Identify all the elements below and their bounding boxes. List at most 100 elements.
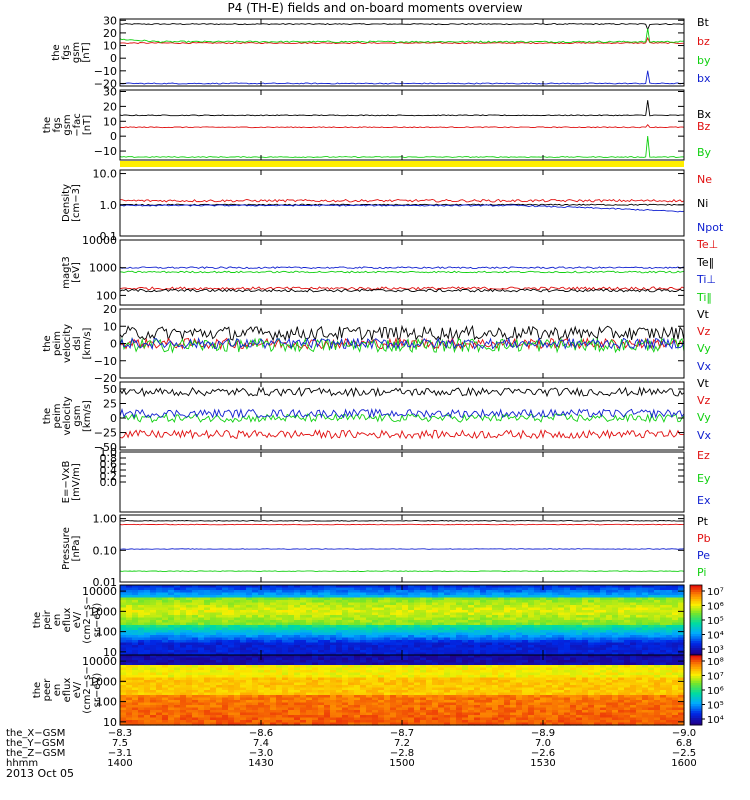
heatmap-cell bbox=[432, 645, 439, 649]
heatmap-cell bbox=[474, 677, 481, 681]
heatmap-cell bbox=[252, 705, 259, 709]
heatmap-cell bbox=[546, 682, 553, 686]
heatmap-cell bbox=[498, 677, 505, 681]
heatmap-cell bbox=[354, 697, 361, 701]
heatmap-cell bbox=[294, 617, 301, 621]
heatmap-cell bbox=[606, 677, 613, 681]
heatmap-cell bbox=[282, 707, 289, 711]
heatmap-cell bbox=[216, 620, 223, 624]
heatmap-cell bbox=[198, 627, 205, 631]
heatmap-cell bbox=[654, 612, 661, 616]
heatmap-cell bbox=[156, 617, 163, 621]
heatmap-cell bbox=[378, 585, 385, 589]
heatmap-cell bbox=[144, 607, 151, 611]
heatmap-cell bbox=[438, 605, 445, 609]
heatmap-cell bbox=[186, 600, 193, 604]
heatmap-cell bbox=[138, 627, 145, 631]
heatmap-cell bbox=[408, 677, 415, 681]
heatmap-cell bbox=[396, 612, 403, 616]
heatmap-cell bbox=[630, 705, 637, 709]
heatmap-cell bbox=[486, 637, 493, 641]
heatmap-cell bbox=[540, 597, 547, 601]
heatmap-cell bbox=[300, 700, 307, 704]
heatmap-cell bbox=[588, 695, 595, 699]
heatmap-cell bbox=[234, 657, 241, 661]
heatmap-cell bbox=[138, 590, 145, 594]
heatmap-cell bbox=[174, 605, 181, 609]
heatmap-cell bbox=[576, 672, 583, 676]
heatmap-cell bbox=[498, 685, 505, 689]
heatmap-cell bbox=[126, 672, 133, 676]
heatmap-cell bbox=[318, 705, 325, 709]
heatmap-cell bbox=[192, 705, 199, 709]
heatmap-cell bbox=[396, 655, 403, 659]
heatmap-cell bbox=[180, 600, 187, 604]
heatmap-cell bbox=[420, 685, 427, 689]
heatmap-cell bbox=[498, 587, 505, 591]
heatmap-cell bbox=[192, 690, 199, 694]
heatmap-cell bbox=[150, 585, 157, 589]
heatmap-cell bbox=[354, 627, 361, 631]
heatmap-cell bbox=[216, 652, 223, 656]
heatmap-cell bbox=[228, 627, 235, 631]
heatmap-cell bbox=[252, 680, 259, 684]
heatmap-cell bbox=[564, 605, 571, 609]
y-axis-label: eV/ bbox=[72, 611, 83, 628]
heatmap-cell bbox=[516, 647, 523, 651]
heatmap-cell bbox=[588, 595, 595, 599]
heatmap-cell bbox=[336, 617, 343, 621]
heatmap-cell bbox=[474, 705, 481, 709]
heatmap-cell bbox=[246, 690, 253, 694]
heatmap-cell bbox=[276, 615, 283, 619]
heatmap-cell bbox=[648, 610, 655, 614]
heatmap-cell bbox=[582, 605, 589, 609]
heatmap-cell bbox=[282, 692, 289, 696]
heatmap-cell bbox=[132, 617, 139, 621]
heatmap-cell bbox=[144, 585, 151, 589]
heatmap-cell bbox=[528, 645, 535, 649]
heatmap-cell bbox=[348, 640, 355, 644]
heatmap-cell bbox=[204, 705, 211, 709]
heatmap-cell bbox=[570, 677, 577, 681]
heatmap-cell bbox=[420, 655, 427, 659]
heatmap-cell bbox=[612, 685, 619, 689]
heatmap-cell bbox=[672, 647, 679, 651]
heatmap-cell bbox=[444, 702, 451, 706]
heatmap-cell bbox=[288, 627, 295, 631]
heatmap-cell bbox=[402, 612, 409, 616]
heatmap-cell bbox=[444, 620, 451, 624]
heatmap-cell bbox=[282, 697, 289, 701]
heatmap-cell bbox=[384, 622, 391, 626]
heatmap-cell bbox=[288, 657, 295, 661]
heatmap-cell bbox=[366, 670, 373, 674]
heatmap-cell bbox=[330, 647, 337, 651]
heatmap-cell bbox=[294, 660, 301, 664]
heatmap-cell bbox=[420, 597, 427, 601]
heatmap-cell bbox=[552, 670, 559, 674]
heatmap-cell bbox=[444, 587, 451, 591]
heatmap-cell bbox=[678, 612, 685, 616]
heatmap-cell bbox=[396, 630, 403, 634]
heatmap-cell bbox=[222, 625, 229, 629]
heatmap-cell bbox=[300, 592, 307, 596]
heatmap-cell bbox=[228, 680, 235, 684]
heatmap-cell bbox=[456, 620, 463, 624]
heatmap-cell bbox=[546, 670, 553, 674]
heatmap-cell bbox=[276, 632, 283, 636]
heatmap-cell bbox=[564, 672, 571, 676]
heatmap-cell bbox=[552, 615, 559, 619]
heatmap-cell bbox=[126, 620, 133, 624]
heatmap-cell bbox=[174, 630, 181, 634]
heatmap-cell bbox=[480, 667, 487, 671]
heatmap-cell bbox=[246, 662, 253, 666]
heatmap-cell bbox=[132, 605, 139, 609]
heatmap-cell bbox=[360, 697, 367, 701]
heatmap-cell bbox=[216, 607, 223, 611]
heatmap-cell bbox=[630, 687, 637, 691]
heatmap-cell bbox=[660, 697, 667, 701]
heatmap-cell bbox=[552, 650, 559, 654]
heatmap-cell bbox=[282, 600, 289, 604]
heatmap-cell bbox=[564, 680, 571, 684]
heatmap-cell bbox=[252, 595, 259, 599]
heatmap-cell bbox=[162, 660, 169, 664]
